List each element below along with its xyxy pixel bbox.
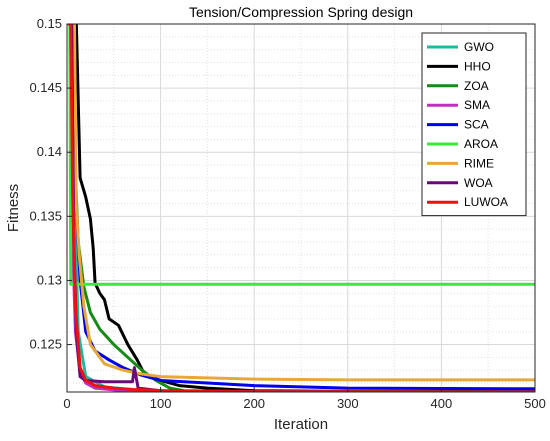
legend-label-sca: SCA	[464, 118, 489, 132]
legend: GWO HHO ZOA SMA SCA AROA RIME WOA LUWOA	[421, 32, 527, 217]
legend-label-sma: SMA	[464, 98, 490, 112]
x-tick-label: 400	[431, 396, 453, 411]
y-tick-label: 0.145	[29, 80, 62, 95]
x-tick-label: 200	[243, 396, 265, 411]
y-tick-label: 0.135	[29, 208, 62, 223]
legend-label-woa: WOA	[464, 176, 493, 190]
series-line-rime	[67, 24, 535, 382]
series-line-hho	[67, 24, 535, 392]
y-axis-label: Fitness	[5, 184, 22, 232]
x-axis-label: Iteration	[274, 416, 328, 433]
y-tick-label: 0.15	[37, 16, 62, 31]
axis-ticks: 0 100 200 300 400 500 0.125 0.13 0.135 0.14 0.145 0…	[29, 16, 545, 411]
y-tick-label: 0.13	[37, 272, 62, 287]
chart-title: Tension/Compression Spring design	[189, 4, 413, 20]
x-tick-label: 500	[524, 396, 546, 411]
legend-label-rime: RIME	[464, 156, 494, 170]
x-tick-label: 0	[63, 396, 70, 411]
x-tick-label: 100	[150, 396, 172, 411]
series-line-luwoa	[67, 24, 535, 392]
series-line-aroa	[67, 24, 535, 286]
y-tick-label: 0.14	[37, 144, 62, 159]
legend-label-hho: HHO	[464, 59, 491, 73]
legend-label-aroa: AROA	[464, 137, 498, 151]
legend-label-luwoa: LUWOA	[464, 195, 508, 209]
series-lines	[67, 24, 535, 392]
y-tick-label: 0.125	[29, 337, 62, 352]
plot-frame	[66, 23, 536, 393]
legend-label-zoa: ZOA	[464, 79, 489, 93]
legend-label-gwo: GWO	[464, 40, 494, 54]
x-tick-label: 300	[337, 396, 359, 411]
